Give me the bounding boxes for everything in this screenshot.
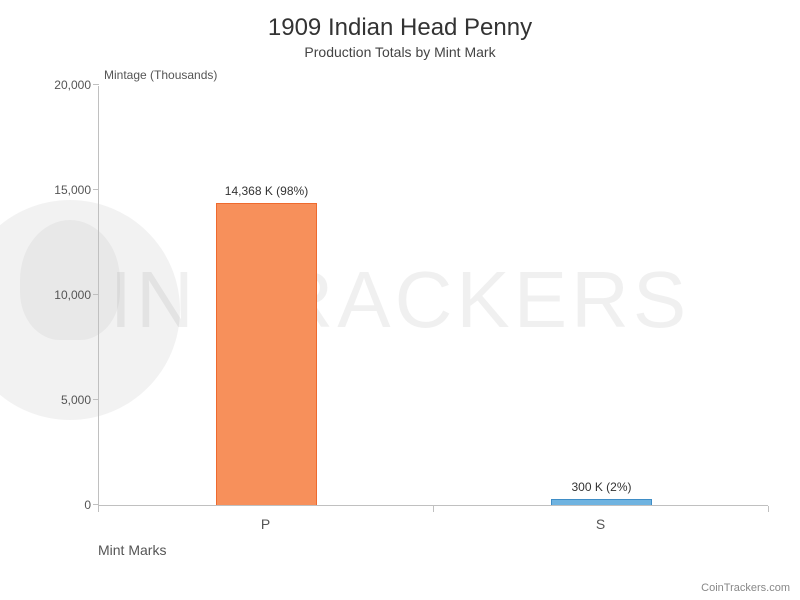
- attribution-text: CoinTrackers.com: [701, 582, 790, 594]
- x-tick: [433, 506, 434, 512]
- chart-subtitle: Production Totals by Mint Mark: [0, 42, 800, 60]
- x-tick: [768, 506, 769, 512]
- bar: 300 K (2%): [551, 499, 652, 505]
- plot-area: 05,00010,00015,00020,00014,368 K (98%)30…: [98, 86, 768, 506]
- chart-container: 1909 Indian Head Penny Production Totals…: [0, 0, 800, 600]
- y-tick-label: 0: [84, 498, 99, 512]
- y-tick-label: 5,000: [61, 393, 99, 407]
- x-tick: [98, 506, 99, 512]
- y-axis-label: Mintage (Thousands): [104, 68, 217, 82]
- x-axis-label: Mint Marks: [98, 542, 768, 558]
- chart-title: 1909 Indian Head Penny: [0, 0, 800, 42]
- y-tick-label: 20,000: [54, 78, 99, 92]
- bar-value-label: 300 K (2%): [571, 480, 631, 500]
- y-tick-label: 10,000: [54, 288, 99, 302]
- x-category-label: S: [596, 516, 605, 532]
- x-category-label: P: [261, 516, 270, 532]
- bar: 14,368 K (98%): [216, 203, 317, 505]
- bar-value-label: 14,368 K (98%): [225, 184, 308, 204]
- y-tick-label: 15,000: [54, 183, 99, 197]
